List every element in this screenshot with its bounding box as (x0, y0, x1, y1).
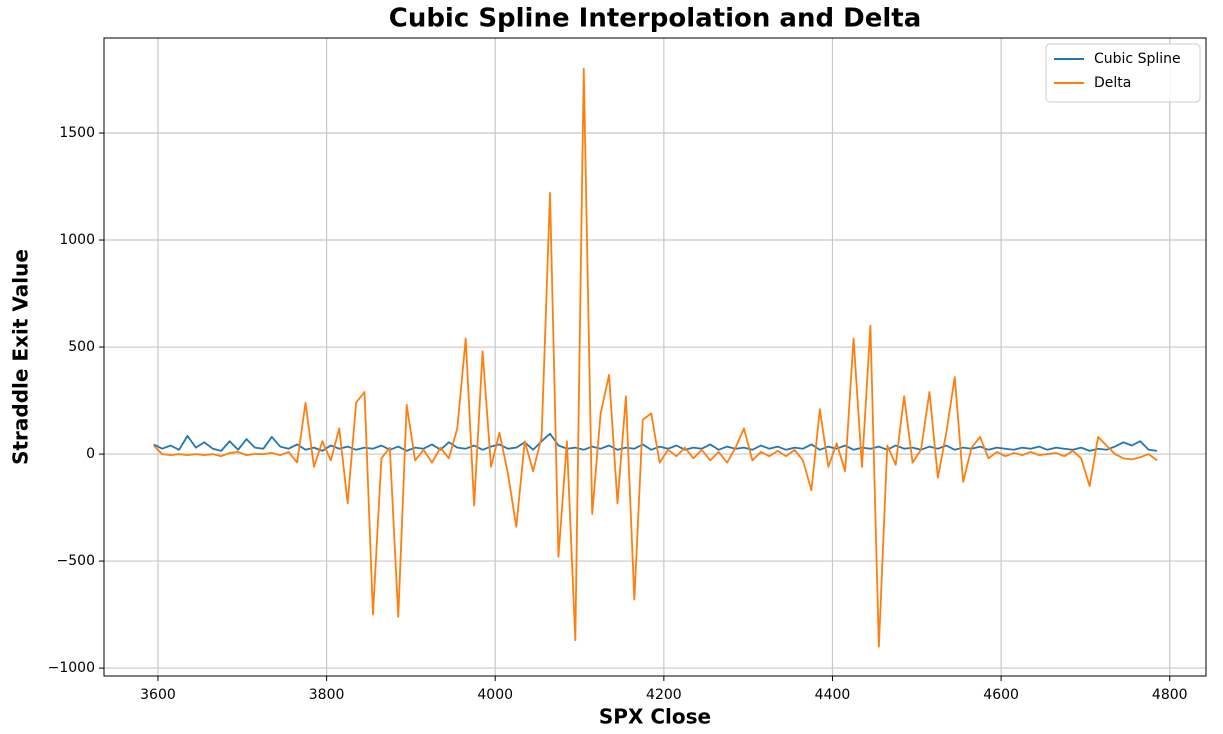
x-axis-label: SPX Close (599, 705, 711, 729)
y-tick-label: 1500 (59, 125, 95, 141)
legend: Cubic Spline Delta (1045, 43, 1201, 103)
data-line (153, 432, 1158, 452)
legend-box (1045, 43, 1201, 103)
plot-frame (103, 37, 1207, 677)
chart-title: Cubic Spline Interpolation and Delta (389, 4, 922, 34)
y-axis-label: Straddle Exit Value (9, 249, 33, 465)
legend-label: Delta (1094, 75, 1131, 91)
x-tick-label: 4800 (1152, 687, 1188, 703)
y-tick-label: −1000 (48, 660, 95, 676)
x-tick-label: 3800 (309, 687, 345, 703)
data-line (153, 67, 1158, 648)
y-tick-label: 0 (86, 446, 95, 462)
x-tick-label: 3600 (140, 687, 176, 703)
x-tick-label: 4000 (477, 687, 513, 703)
y-tick-label: −500 (57, 553, 95, 569)
x-tick-label: 4400 (815, 687, 851, 703)
y-tick-label: 1000 (59, 232, 95, 248)
x-tick-label: 4200 (646, 687, 682, 703)
x-tick-label: 4600 (983, 687, 1019, 703)
y-tick-label: 500 (68, 339, 95, 355)
legend-label: Cubic Spline (1094, 51, 1181, 67)
